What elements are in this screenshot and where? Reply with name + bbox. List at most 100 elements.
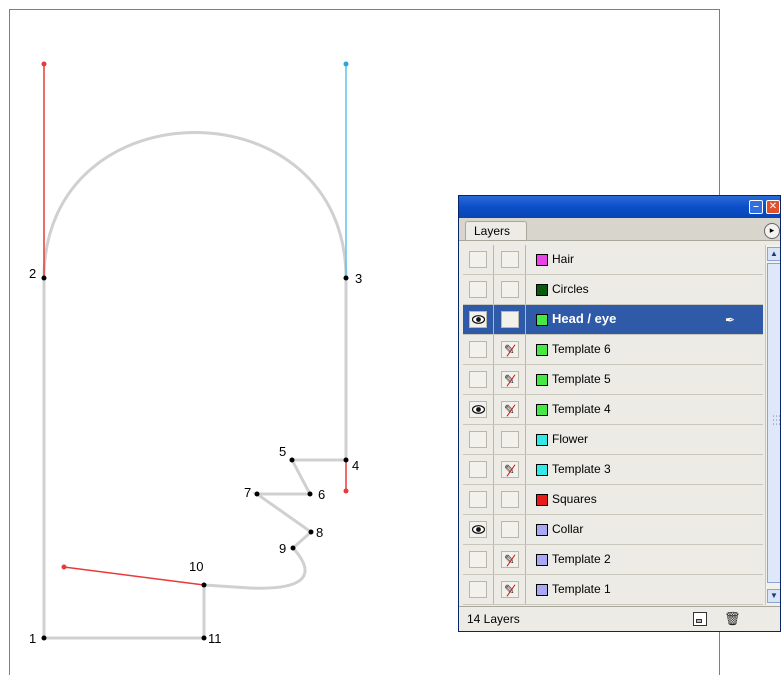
template-lock-toggle[interactable]: ✎	[501, 581, 519, 598]
point-label-11: 11	[208, 631, 222, 646]
template-pencil-icon: ✎	[504, 372, 515, 387]
delete-layer-button[interactable]: 🗑	[724, 611, 741, 627]
close-button[interactable]: ✕	[766, 200, 780, 214]
scrollbar[interactable]: ▲ ⋯ ⋯ ⋯ ▼	[765, 245, 780, 605]
panel-status-bar: 14 Layers 🗑	[459, 606, 780, 631]
anchor-point-11[interactable]	[201, 635, 207, 641]
template-lock-toggle[interactable]	[501, 251, 519, 268]
layer-name: Template 1	[552, 582, 611, 596]
layer-name: Template 2	[552, 552, 611, 566]
layer-row[interactable]: ✎ Template 2	[463, 545, 763, 575]
template-pencil-icon: ✎	[504, 402, 515, 417]
anchor-point-1[interactable]	[41, 635, 47, 641]
layer-name: Template 4	[552, 402, 611, 416]
visibility-toggle[interactable]	[469, 371, 487, 388]
anchor-point-4[interactable]	[343, 457, 349, 463]
anchor-point-9[interactable]	[290, 545, 296, 551]
point-label-2: 2	[29, 266, 36, 281]
anchor-point-7[interactable]	[254, 491, 260, 497]
new-layer-button[interactable]	[693, 612, 707, 626]
visibility-toggle[interactable]	[469, 581, 487, 598]
handle-end-right[interactable]	[343, 61, 349, 67]
column-divider	[493, 425, 494, 454]
column-divider	[525, 335, 526, 364]
point-label-1: 1	[29, 631, 36, 646]
layer-count: 14 Layers	[467, 612, 520, 626]
layer-color-swatch	[536, 284, 548, 296]
template-lock-toggle[interactable]	[501, 521, 519, 538]
column-divider	[493, 485, 494, 514]
column-divider	[525, 545, 526, 574]
visibility-toggle[interactable]	[469, 251, 487, 268]
template-lock-toggle[interactable]: ✎	[501, 401, 519, 418]
layer-color-swatch	[536, 554, 548, 566]
template-lock-toggle[interactable]: ✎	[501, 551, 519, 568]
layer-row[interactable]: ✎ Template 1	[463, 575, 763, 605]
anchor-point-3[interactable]	[343, 275, 349, 281]
chevron-down-icon: ▼	[770, 591, 778, 600]
anchor-point-6[interactable]	[307, 491, 313, 497]
visibility-toggle[interactable]	[469, 341, 487, 358]
template-pencil-icon: ✎	[504, 552, 515, 567]
handle-end-left[interactable]	[41, 61, 47, 67]
layer-name: Head / eye	[552, 311, 617, 326]
template-lock-toggle[interactable]	[501, 431, 519, 448]
visibility-toggle[interactable]	[469, 311, 487, 328]
column-divider	[525, 245, 526, 274]
tab-layers-label: Layers	[474, 224, 511, 238]
column-divider	[525, 305, 526, 334]
layers-panel[interactable]: – ✕ Layers ▸ Hair Circles Head / eye ✒ ✎ Temp…	[458, 195, 781, 632]
anchor-point-8[interactable]	[308, 529, 314, 535]
template-lock-toggle[interactable]: ✎	[501, 371, 519, 388]
visibility-toggle[interactable]	[469, 551, 487, 568]
panel-menu-button[interactable]: ▸	[764, 223, 780, 239]
handle-end-point4[interactable]	[343, 488, 349, 494]
column-divider	[525, 425, 526, 454]
scroll-up-button[interactable]: ▲	[767, 247, 780, 261]
layer-row[interactable]: Flower	[463, 425, 763, 455]
layer-row[interactable]: Collar	[463, 515, 763, 545]
column-divider	[493, 545, 494, 574]
layer-color-swatch	[536, 254, 548, 266]
handle-end-point10[interactable]	[61, 564, 67, 570]
layer-row[interactable]: ✎ Template 5	[463, 365, 763, 395]
visibility-toggle[interactable]	[469, 521, 487, 538]
template-lock-toggle[interactable]	[501, 281, 519, 298]
panel-titlebar[interactable]: – ✕	[459, 196, 780, 218]
visibility-toggle[interactable]	[469, 281, 487, 298]
template-lock-toggle[interactable]: ✎	[501, 341, 519, 358]
template-lock-toggle[interactable]	[501, 491, 519, 508]
layer-row[interactable]: ✎ Template 4	[463, 395, 763, 425]
layer-row[interactable]: Circles	[463, 275, 763, 305]
scroll-down-button[interactable]: ▼	[767, 589, 780, 603]
scroll-thumb[interactable]: ⋯ ⋯ ⋯	[767, 263, 780, 583]
column-divider	[493, 395, 494, 424]
layer-color-swatch	[536, 404, 548, 416]
anchor-point-10[interactable]	[201, 582, 207, 588]
anchor-point-5[interactable]	[289, 457, 295, 463]
layer-name: Template 5	[552, 372, 611, 386]
anchor-point-2[interactable]	[41, 275, 47, 281]
layer-row[interactable]: ✎ Template 6	[463, 335, 763, 365]
template-pencil-icon: ✎	[504, 462, 515, 477]
chevron-up-icon: ▲	[770, 249, 778, 258]
point-label-7: 7	[244, 485, 251, 500]
template-pencil-icon: ✎	[504, 582, 515, 597]
template-lock-toggle[interactable]: ✎	[501, 461, 519, 478]
layer-row[interactable]: ✎ Template 3	[463, 455, 763, 485]
tab-layers[interactable]: Layers	[465, 221, 527, 240]
visibility-toggle[interactable]	[469, 491, 487, 508]
column-divider	[525, 515, 526, 544]
layer-row[interactable]: Head / eye ✒	[463, 305, 763, 335]
column-divider	[493, 365, 494, 394]
layer-color-swatch	[536, 524, 548, 536]
column-divider	[525, 395, 526, 424]
minimize-button[interactable]: –	[749, 200, 763, 214]
visibility-toggle[interactable]	[469, 431, 487, 448]
template-lock-toggle[interactable]	[501, 311, 519, 328]
layer-row[interactable]: Hair	[463, 245, 763, 275]
visibility-toggle[interactable]	[469, 401, 487, 418]
visibility-toggle[interactable]	[469, 461, 487, 478]
layer-row[interactable]: Squares	[463, 485, 763, 515]
